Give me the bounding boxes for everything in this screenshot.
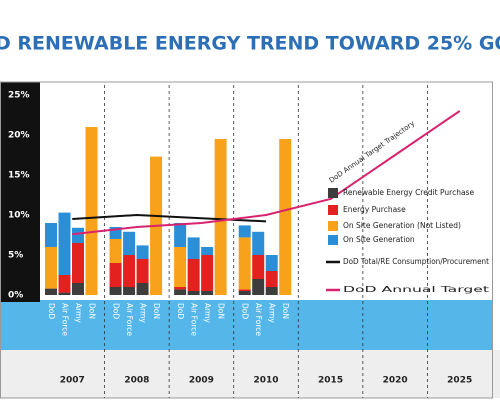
category-band-left [0,302,40,350]
bar-segment [174,287,187,290]
bar-segment [201,255,214,291]
year-band [0,350,500,398]
year-label: 2025 [447,376,472,386]
bar-label: Air Force [190,303,199,336]
bar-segment [265,287,278,295]
bar-segment [45,223,57,247]
y-tick-label: 0% [8,291,23,301]
bar-segment [238,225,251,238]
y-tick-label: 20% [8,131,30,141]
y-axis-strip [0,82,40,302]
bar-label: Air Force [125,303,134,336]
legend-label: On Site Generation (Not Listed) [343,221,461,230]
legend-label: DoD Annual Target [343,285,489,294]
bar-label: DoD [241,303,250,319]
bar-label: DoN [281,303,290,319]
bar-segment [265,271,278,287]
bar-segment [187,291,200,295]
bar-segment [187,237,200,259]
bar-segment [214,139,227,295]
bar-segment [238,237,251,290]
bar-segment [45,247,57,289]
bar-segment [201,291,214,295]
bar-segment [238,289,251,291]
bar-label: Air Force [254,303,263,336]
bar-segment [72,283,84,295]
bar-label: Army [203,303,212,323]
bar-segment [123,287,136,295]
bar-label: Army [139,303,148,323]
bar-label: Air Force [61,303,70,336]
legend-label: Energy Purchase [343,205,406,214]
bar-segment [187,259,200,291]
legend-swatch [328,205,338,215]
bar-label: Army [268,303,277,323]
bar-segment [72,243,84,283]
bar-label: Army [74,303,83,323]
bar-segment [174,247,187,287]
bar-segment [72,227,84,243]
bar-label: DoN [217,303,226,319]
bar-segment [123,231,136,255]
legend-swatch [328,235,338,245]
year-label: 2008 [124,376,149,386]
bar-segment [58,275,71,293]
bar-segment [174,289,187,295]
y-tick-label: 15% [8,171,30,181]
bar-segment [58,212,71,275]
year-label: 2007 [60,376,85,386]
year-label: 2009 [189,376,214,386]
bar-segment [58,292,71,295]
bar-label: DoD [176,303,185,319]
bar-segment [85,127,98,295]
category-band [40,300,492,350]
bar-label: DoD [47,303,56,319]
legend-label: On Site Generation [343,235,415,244]
line-series [72,110,461,236]
legend-label: DoD Total/RE Consumption/Procurement [343,257,489,266]
legend-swatch [328,221,338,231]
bar-segment [265,255,278,271]
bar-segment [136,245,149,259]
bar-label: DoN [152,303,161,319]
bar-segment [109,287,122,295]
bar-segment [174,223,187,247]
bar-segment [201,247,214,255]
bar-segment [279,139,292,295]
frame [0,81,493,399]
year-label: 2020 [383,376,408,386]
bar-segment [252,231,265,255]
legend-label: Renewable Energy Credit Purchase [343,188,474,197]
bar-segment [45,288,57,295]
bar-segment [238,291,251,295]
bar-segment [252,255,265,279]
legend-swatch [328,188,338,198]
bar-segment [252,279,265,295]
bar-label: DoD [112,303,121,319]
y-tick-label: 10% [8,211,30,221]
bar-label: DoN [88,303,97,319]
chart-title: DOD RENEWABLE ENERGY TREND TOWARD 25% GO… [0,33,500,55]
bar-segment [109,239,122,263]
bar-segment [136,283,149,295]
bar-segment [109,263,122,287]
year-label: 2015 [318,376,343,386]
y-tick-label: 25% [8,91,30,101]
year-label: 2010 [253,376,278,386]
y-tick-label: 5% [8,251,23,261]
bar-segment [123,255,136,287]
bar-segment [136,259,149,283]
